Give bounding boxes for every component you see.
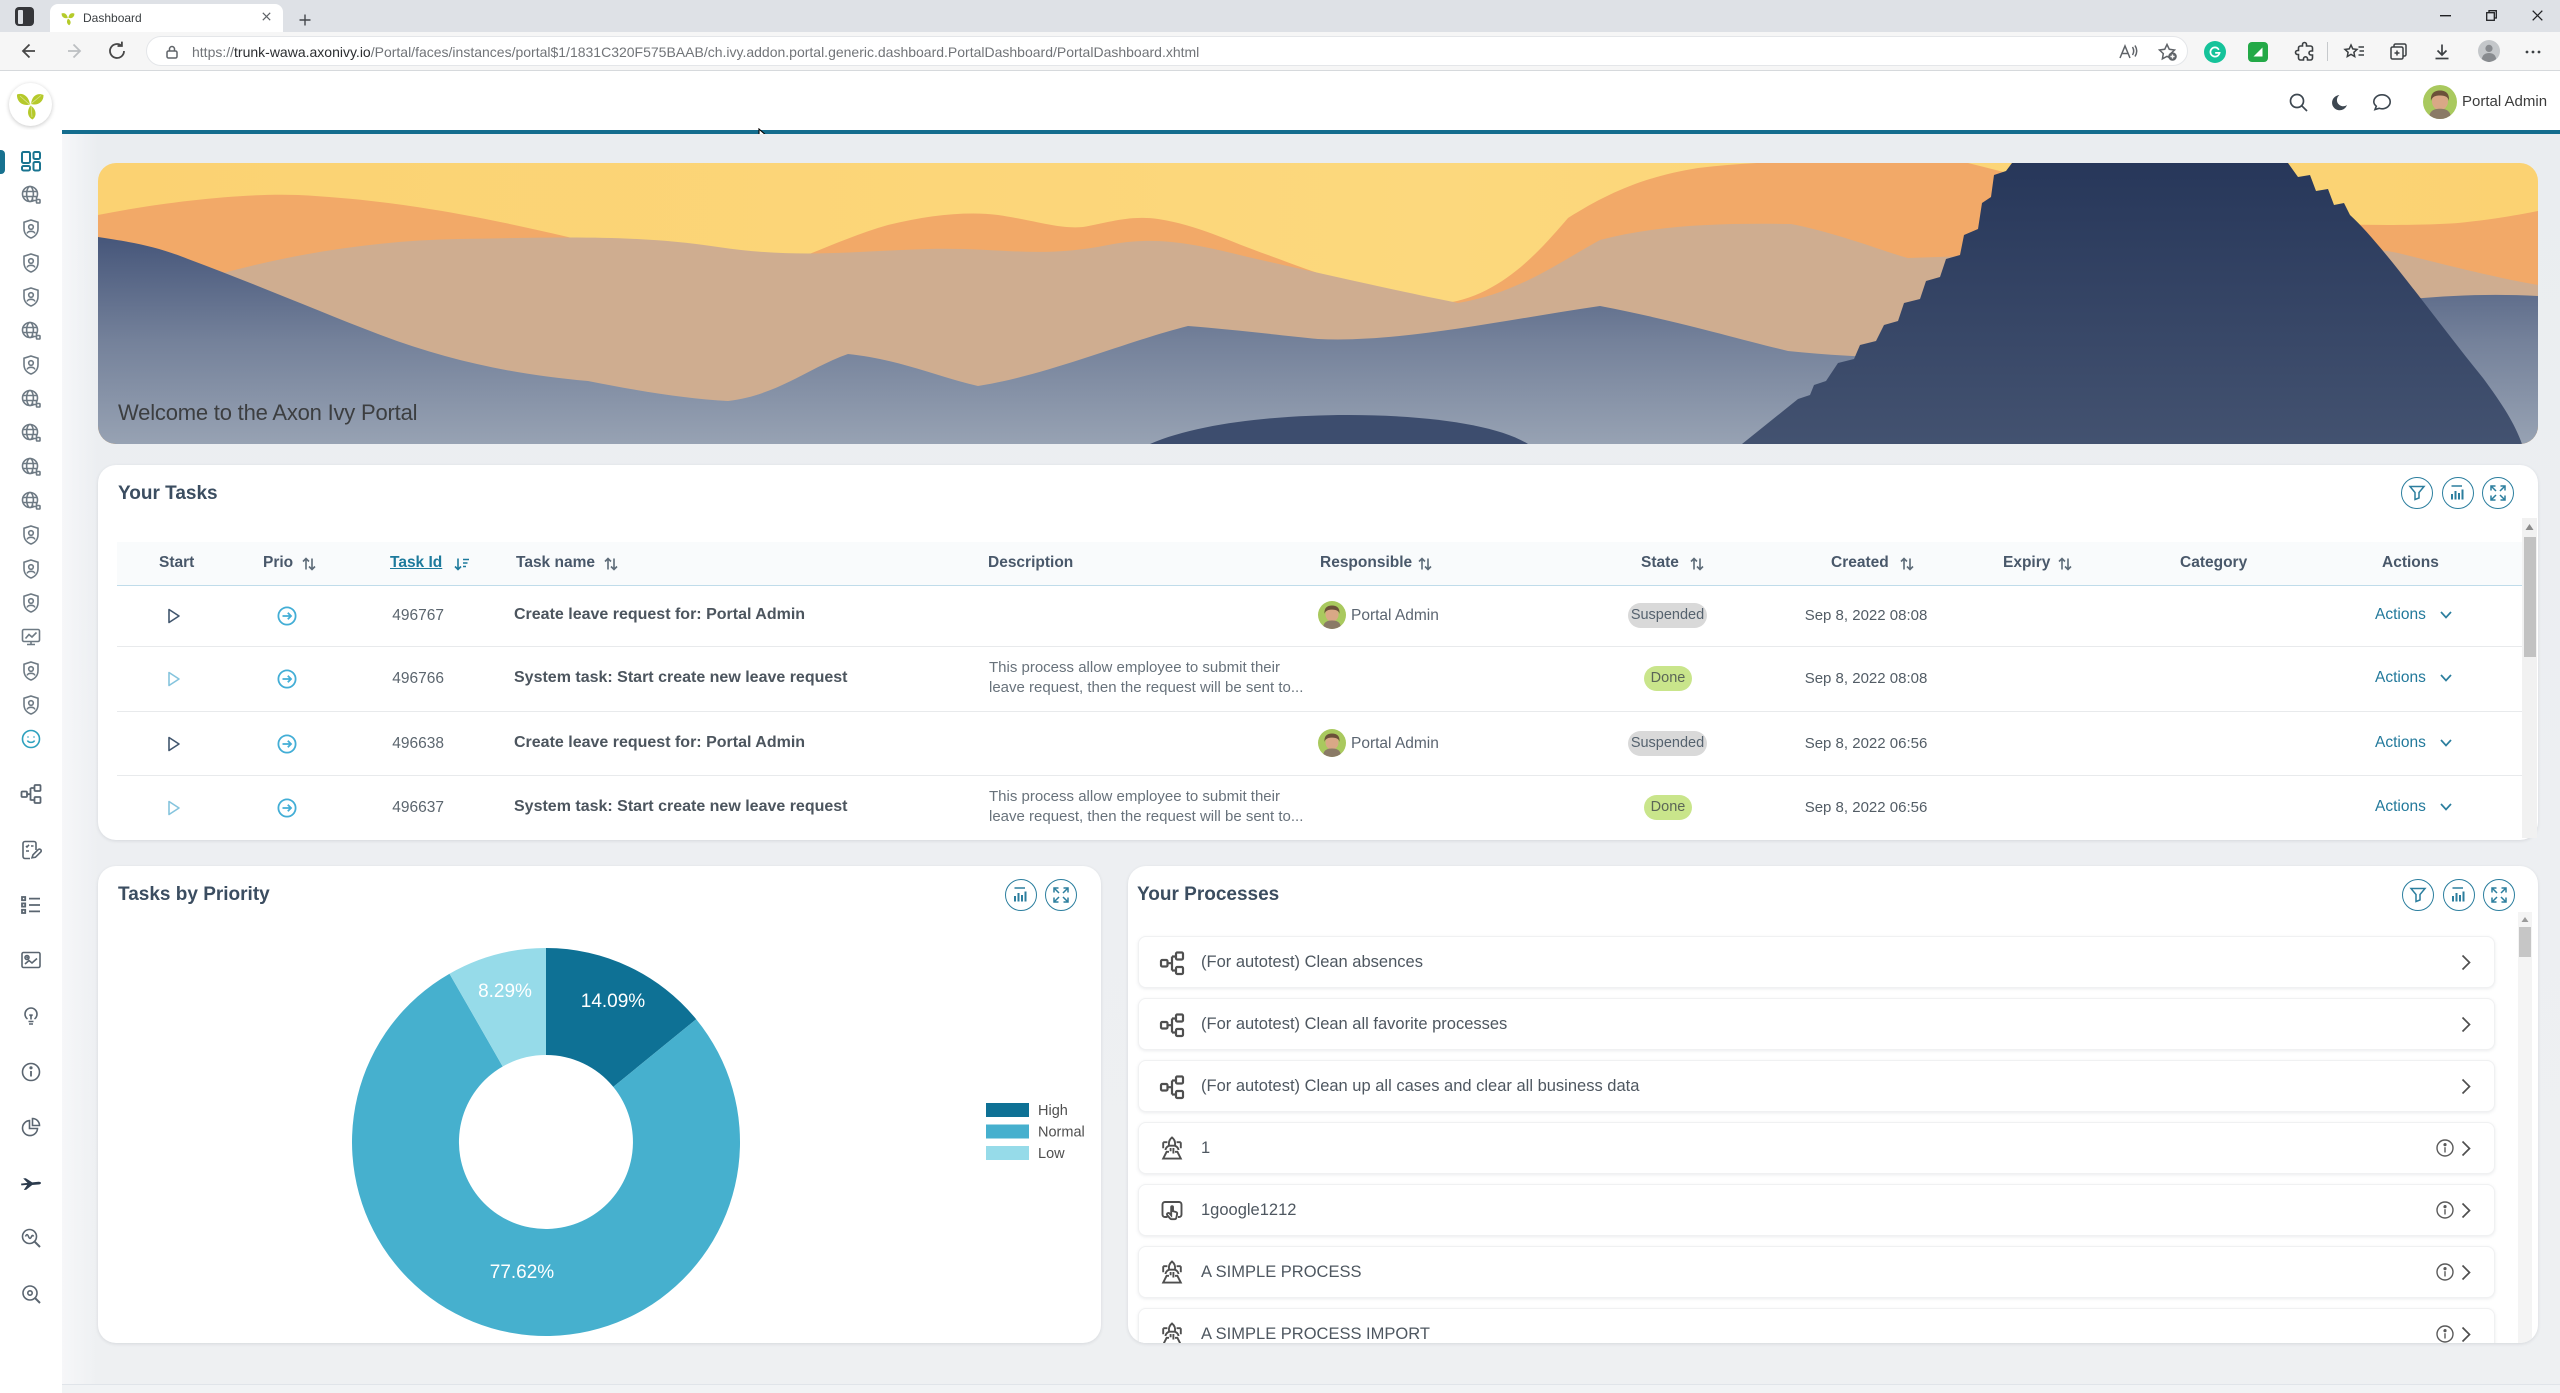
svg-text:Normal: Normal — [1038, 1125, 1085, 1141]
svg-text:Low: Low — [1038, 1146, 1065, 1162]
svg-text:High: High — [1038, 1103, 1068, 1119]
svg-text:8.29%: 8.29% — [478, 981, 532, 1002]
svg-text:14.09%: 14.09% — [581, 991, 646, 1012]
svg-text:77.62%: 77.62% — [490, 1262, 555, 1283]
